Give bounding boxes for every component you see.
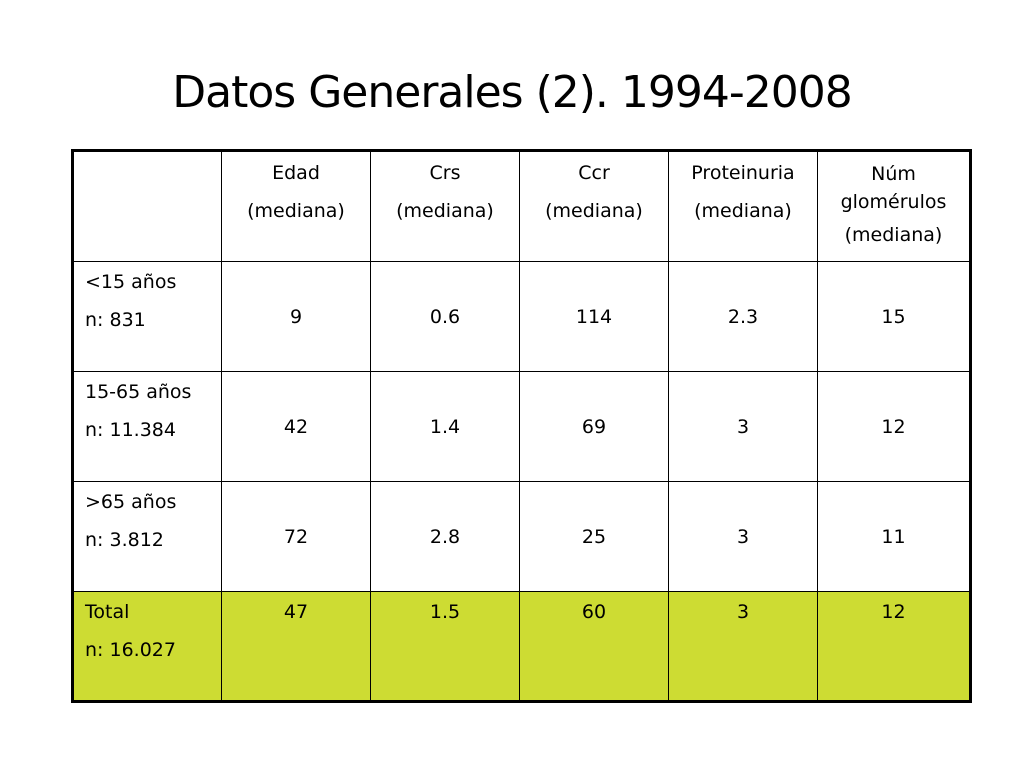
cell-glomerulos: 11 xyxy=(817,481,971,592)
row-label: <15 años xyxy=(85,271,177,293)
cell-edad: 9 xyxy=(221,261,371,372)
header-label: Edad xyxy=(272,162,320,184)
header-cell-crs: Crs (mediana) xyxy=(370,150,520,262)
cell-edad: 47 xyxy=(221,591,371,702)
header-cell-edad: Edad (mediana) xyxy=(221,150,371,262)
row-label-cell: 15-65 años n: 11.384 xyxy=(72,371,222,482)
cell-ccr: 25 xyxy=(519,481,669,592)
row-count: n: 16.027 xyxy=(85,639,176,661)
header-label: Proteinuria xyxy=(691,162,795,184)
table-header-row: Edad (mediana) Crs (mediana) Ccr (median… xyxy=(72,150,971,262)
cell-proteinuria: 3 xyxy=(668,481,818,592)
row-label-cell: >65 años n: 3.812 xyxy=(72,481,222,592)
cell-crs: 1.4 xyxy=(370,371,520,482)
cell-glomerulos: 12 xyxy=(817,371,971,482)
row-label-cell: Total n: 16.027 xyxy=(72,591,222,702)
cell-crs: 0.6 xyxy=(370,261,520,372)
table-row: <15 años n: 831 9 0.6 114 2.3 15 xyxy=(72,261,971,372)
row-label: >65 años xyxy=(85,491,177,513)
data-table: Edad (mediana) Crs (mediana) Ccr (median… xyxy=(71,149,972,703)
cell-crs: 1.5 xyxy=(370,591,520,702)
cell-ccr: 60 xyxy=(519,591,669,702)
header-cell-glomerulos: Núm glomérulos (mediana) xyxy=(817,150,971,262)
cell-proteinuria: 3 xyxy=(668,591,818,702)
header-label: Núm xyxy=(871,163,916,185)
cell-ccr: 114 xyxy=(519,261,669,372)
cell-glomerulos: 15 xyxy=(817,261,971,372)
cell-crs: 2.8 xyxy=(370,481,520,592)
table-row-total: Total n: 16.027 47 1.5 60 3 12 xyxy=(72,591,971,702)
row-count: n: 831 xyxy=(85,309,146,331)
cell-edad: 42 xyxy=(221,371,371,482)
header-sublabel: (mediana) xyxy=(396,200,494,222)
header-label: glomérulos xyxy=(840,191,947,213)
header-sublabel: (mediana) xyxy=(247,200,345,222)
row-count: n: 3.812 xyxy=(85,529,164,551)
header-cell-proteinuria: Proteinuria (mediana) xyxy=(668,150,818,262)
row-count: n: 11.384 xyxy=(85,419,176,441)
table-row: 15-65 años n: 11.384 42 1.4 69 3 12 xyxy=(72,371,971,482)
header-cell-empty xyxy=(72,150,222,262)
cell-glomerulos: 12 xyxy=(817,591,971,702)
row-label: 15-65 años xyxy=(85,381,192,403)
table-row: >65 años n: 3.812 72 2.8 25 3 11 xyxy=(72,481,971,592)
header-sublabel: (mediana) xyxy=(694,200,792,222)
cell-proteinuria: 3 xyxy=(668,371,818,482)
row-label: Total xyxy=(85,601,130,623)
cell-edad: 72 xyxy=(221,481,371,592)
cell-proteinuria: 2.3 xyxy=(668,261,818,372)
header-label: Ccr xyxy=(578,162,610,184)
header-sublabel: (mediana) xyxy=(844,224,943,246)
header-label: Crs xyxy=(429,162,461,184)
header-cell-ccr: Ccr (mediana) xyxy=(519,150,669,262)
row-label-cell: <15 años n: 831 xyxy=(72,261,222,372)
cell-ccr: 69 xyxy=(519,371,669,482)
slide-title: Datos Generales (2). 1994-2008 xyxy=(172,67,852,118)
header-sublabel: (mediana) xyxy=(545,200,643,222)
